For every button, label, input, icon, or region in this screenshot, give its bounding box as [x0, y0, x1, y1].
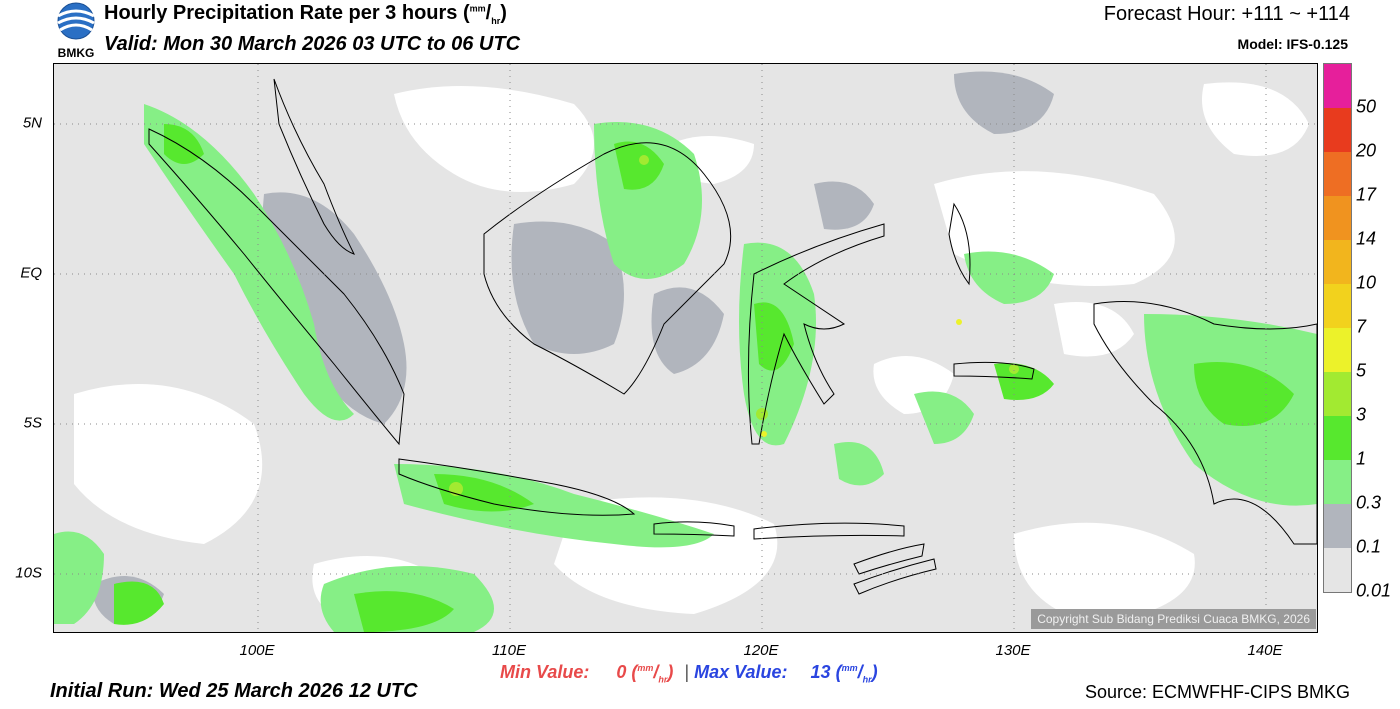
colorbar-segment — [1324, 548, 1351, 592]
colorbar-label: 10 — [1356, 272, 1377, 293]
max-value: 13 — [810, 662, 831, 682]
colorbar-segment — [1324, 372, 1351, 416]
dry-areas — [74, 82, 1309, 624]
colorbar-label: 20 — [1356, 140, 1377, 161]
map-title: Hourly Precipitation Rate per 3 hours (m… — [104, 2, 507, 26]
lon-label-110e: 110E — [492, 642, 526, 659]
colorbar-label: 50 — [1356, 96, 1377, 117]
title-unit-num: mm — [469, 3, 486, 14]
logo-text: BMKG — [58, 46, 95, 60]
lat-label-5s: 5S — [23, 414, 42, 432]
colorbar — [1323, 63, 1352, 593]
colorbar-label: 3 — [1356, 404, 1367, 425]
colorbar-segment — [1324, 460, 1351, 504]
max-label: Max Value: — [694, 662, 788, 682]
lon-label-130e: 130E — [995, 642, 1031, 659]
colorbar-segment — [1324, 416, 1351, 460]
lon-label-120e: 120E — [743, 642, 779, 659]
lat-label-10s: 10S — [15, 564, 42, 582]
title-unit-den: hr — [491, 16, 501, 26]
title-close: ) — [500, 2, 507, 24]
lon-label-140e: 140E — [1247, 642, 1283, 659]
light-rain-areas — [54, 104, 1317, 632]
minmax-separator: | — [684, 662, 690, 682]
min-value: 0 — [616, 662, 627, 682]
graticule — [54, 64, 1317, 632]
max-unit: (mm/hr) — [835, 662, 878, 685]
model-name: Model: IFS-0.125 — [1237, 36, 1348, 52]
precipitation-map — [53, 63, 1318, 633]
moderate-rain-areas — [114, 124, 1294, 632]
copyright-notice: Copyright Sub Bidang Prediksi Cuaca BMKG… — [1031, 609, 1316, 629]
colorbar-label: 7 — [1356, 316, 1367, 337]
map-canvas — [54, 64, 1317, 632]
bmkg-logo: BMKG — [52, 2, 100, 60]
min-label: Min Value: — [500, 662, 590, 682]
colorbar-label: 1 — [1356, 448, 1367, 469]
colorbar-segment — [1324, 64, 1351, 108]
colorbar-segment — [1324, 328, 1351, 372]
colorbar-segment — [1324, 240, 1351, 284]
min-max-values: Min Value: 0 (mm/hr) | Max Value: 13 (mm… — [500, 662, 878, 685]
colorbar-segment — [1324, 196, 1351, 240]
colorbar-segment — [1324, 152, 1351, 196]
colorbar-label: 0.3 — [1356, 492, 1382, 513]
colorbar-label: 5 — [1356, 360, 1367, 381]
colorbar-segment — [1324, 108, 1351, 152]
colorbar-segment — [1324, 504, 1351, 548]
initial-run: Initial Run: Wed 25 March 2026 12 UTC — [50, 680, 418, 702]
colorbar-segment — [1324, 284, 1351, 328]
colorbar-label: 14 — [1356, 228, 1377, 249]
lat-label-5n: 5N — [22, 114, 42, 132]
coastlines — [148, 78, 1317, 595]
data-source: Source: ECMWFHF-CIPS BMKG — [1084, 682, 1350, 702]
lat-label-eq: EQ — [20, 264, 42, 282]
colorbar-label: 0.1 — [1356, 536, 1382, 557]
forecast-hour: Forecast Hour: +111 ~ +114 — [1103, 3, 1350, 25]
peak-rain-spots — [761, 319, 962, 437]
valid-time: Valid: Mon 30 March 2026 03 UTC to 06 UT… — [104, 33, 521, 55]
lon-label-100e: 100E — [239, 642, 275, 659]
title-main: Hourly Precipitation Rate per 3 hours ( — [104, 2, 470, 24]
title-unit-sep: / — [485, 2, 492, 24]
colorbar-label: 0.01 — [1356, 580, 1392, 601]
colorbar-label: 17 — [1356, 184, 1377, 205]
min-unit: (mm/hr) — [631, 662, 674, 685]
